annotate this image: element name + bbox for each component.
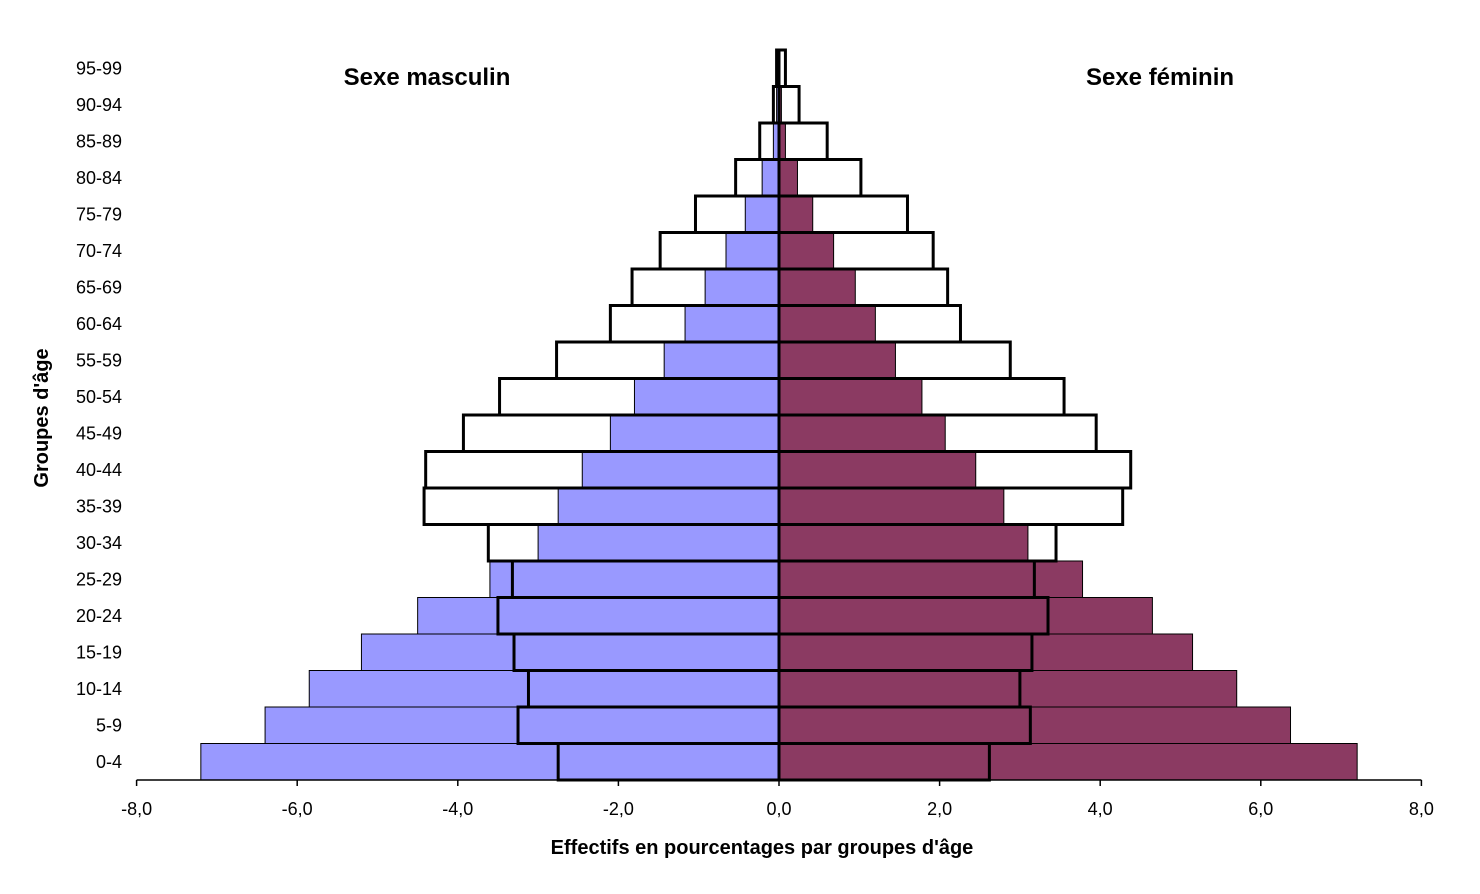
x-tick-label: -8,0 <box>121 799 152 819</box>
bar-male-filled-65-69 <box>704 268 780 306</box>
y-tick-label: 65-69 <box>76 277 122 297</box>
bar-male-filled-75-79 <box>744 195 780 233</box>
bar-male-filled-20-24 <box>417 597 780 635</box>
x-tick-label: -2,0 <box>603 799 634 819</box>
bar-female-filled-5-9 <box>778 706 1292 744</box>
y-tick-label: 55-59 <box>76 350 122 370</box>
filled-bars-layer <box>200 86 1358 781</box>
bar-male-filled-25-29 <box>489 560 780 598</box>
bar-female-filled-15-19 <box>778 633 1194 671</box>
y-tick-labels: 0-4 5-9 10-14 15-19 20-24 25-29 30-34 35-39 40-4… <box>76 58 122 772</box>
bar-female-filled-40-44 <box>778 451 977 489</box>
y-tick-label: 45-49 <box>76 423 122 443</box>
y-tick-label: 90-94 <box>76 95 122 115</box>
y-tick-label: 35-39 <box>76 496 122 516</box>
y-tick-label: 80-84 <box>76 168 122 188</box>
bar-female-filled-55-59 <box>778 341 896 379</box>
y-tick-label: 20-24 <box>76 606 122 626</box>
bar-female-filled-0-4 <box>778 743 1358 781</box>
annotation-male: Sexe masculin <box>344 64 511 91</box>
bar-female-filled-35-39 <box>778 487 1005 525</box>
bar-male-filled-30-34 <box>537 524 780 562</box>
x-tick-label: 6,0 <box>1248 799 1273 819</box>
bar-female-filled-75-79 <box>778 195 814 233</box>
bar-male-filled-35-39 <box>557 487 780 525</box>
y-tick-label: 95-99 <box>76 58 122 78</box>
bar-female-outline-90-94 <box>777 85 801 125</box>
y-tick-label: 75-79 <box>76 204 122 224</box>
bar-female-filled-25-29 <box>778 560 1084 598</box>
x-tick-label: 2,0 <box>927 799 952 819</box>
x-tick-label: -4,0 <box>442 799 473 819</box>
y-axis-title: Groupes d'âge <box>31 348 53 487</box>
x-tick-label: 4,0 <box>1088 799 1113 819</box>
bar-male-filled-70-74 <box>725 232 780 270</box>
annotation-female: Sexe féminin <box>1086 64 1234 91</box>
bar-female-filled-80-84 <box>778 159 798 197</box>
bar-male-filled-80-84 <box>761 159 780 197</box>
y-tick-label: 0-4 <box>96 752 122 772</box>
bar-male-filled-0-4 <box>200 743 780 781</box>
x-tick-labels: -8,0 -6,0 -4,0 -2,0 0,0 2,0 4,0 6,0 8,0 <box>121 799 1434 819</box>
y-tick-label: 70-74 <box>76 241 122 261</box>
x-tick-label: 8,0 <box>1409 799 1434 819</box>
axes-layer <box>135 50 1423 786</box>
bar-male-filled-45-49 <box>609 414 780 452</box>
bar-female-filled-20-24 <box>778 597 1153 635</box>
y-tick-label: 30-34 <box>76 533 122 553</box>
bar-female-filled-10-14 <box>778 670 1238 708</box>
outline-bars-layer <box>422 48 1133 782</box>
x-tick-label: -6,0 <box>282 799 313 819</box>
bar-female-filled-30-34 <box>778 524 1029 562</box>
bar-male-filled-60-64 <box>684 305 780 343</box>
x-axis-title: Effectifs en pourcentages par groupes d'… <box>551 837 974 859</box>
bar-male-filled-55-59 <box>663 341 780 379</box>
y-tick-label: 60-64 <box>76 314 122 334</box>
bar-male-filled-15-19 <box>360 633 780 671</box>
y-tick-label: 10-14 <box>76 679 122 699</box>
bar-female-filled-50-54 <box>778 378 923 416</box>
bar-female-filled-70-74 <box>778 232 835 270</box>
y-tick-label: 5-9 <box>96 715 122 735</box>
bar-male-filled-40-44 <box>581 451 780 489</box>
bar-male-filled-5-9 <box>264 706 780 744</box>
x-tick-label: 0,0 <box>766 799 791 819</box>
bar-female-filled-45-49 <box>778 414 946 452</box>
bar-female-outline-85-89 <box>777 121 829 161</box>
bar-male-filled-50-54 <box>633 378 780 416</box>
bar-female-filled-65-69 <box>778 268 856 306</box>
y-tick-label: 15-19 <box>76 642 122 662</box>
bar-male-filled-10-14 <box>308 670 780 708</box>
y-tick-label: 85-89 <box>76 131 122 151</box>
y-tick-label: 40-44 <box>76 460 122 480</box>
y-tick-label: 25-29 <box>76 569 122 589</box>
y-tick-label: 50-54 <box>76 387 122 407</box>
bar-female-filled-60-64 <box>778 305 876 343</box>
